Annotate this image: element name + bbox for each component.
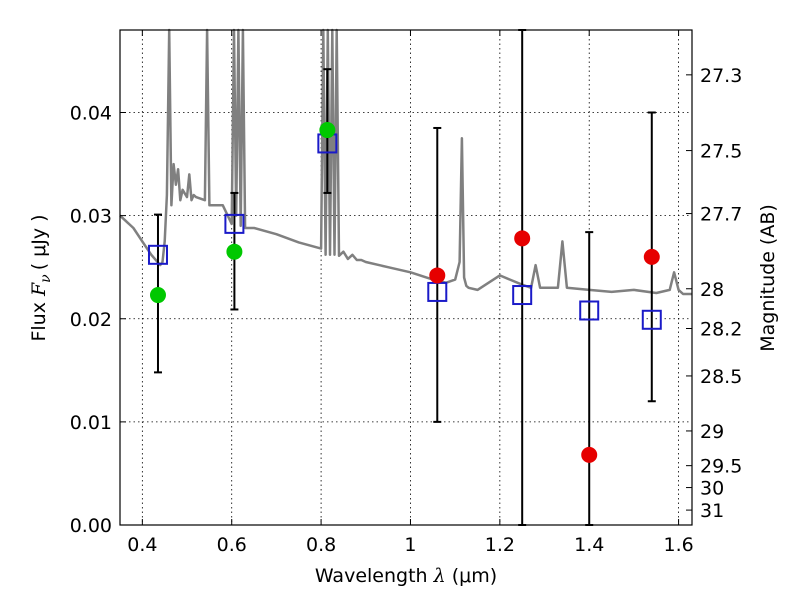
markers-layer: [147, 122, 662, 463]
model-flux-square: [579, 300, 600, 321]
mag-tick-label: 27.3: [700, 65, 742, 87]
x-axis-label: Wavelength λ (μm): [315, 565, 497, 587]
model-flux-square: [224, 213, 245, 234]
y-axis-label-symbol: F: [28, 282, 50, 297]
x-tick-label: 1: [404, 534, 416, 556]
error-bars-layer: [153, 29, 656, 526]
mag-tick-label: 28.2: [700, 318, 742, 340]
plot-frame: [119, 29, 693, 526]
x-axis-label-text: Wavelength: [315, 565, 428, 587]
template-spectrum-line: [119, 28, 692, 296]
y-tick-label: 0.01: [70, 412, 112, 434]
x-axis-label-symbol: λ: [433, 565, 446, 587]
x-tick-label: 0.8: [306, 534, 336, 556]
model-flux-square: [641, 309, 662, 330]
y-axis-label: Flux Fν ( μJy ): [28, 214, 54, 341]
observed-flux-point: [149, 287, 166, 304]
x-tick-label: 1.6: [663, 534, 693, 556]
y-tick-label: 0.02: [70, 309, 112, 331]
mag-tick-label: 27.5: [700, 141, 742, 163]
observed-flux-point: [429, 267, 446, 284]
mag-tick-label: 30: [700, 478, 724, 500]
y-axis-label-text: Flux: [28, 302, 50, 342]
observed-flux-point: [319, 122, 336, 139]
y-tick-label: 0.03: [70, 206, 112, 228]
x-axis-label-unit: (μm): [452, 565, 497, 587]
x-tick-label: 0.6: [217, 534, 247, 556]
observed-flux-point: [514, 230, 531, 247]
y-axis-label-subscript: ν: [38, 274, 54, 283]
observed-flux-point: [226, 243, 243, 260]
x-tick-label: 0.4: [127, 534, 157, 556]
observed-flux-point: [581, 446, 598, 463]
model-flux-square: [147, 244, 168, 265]
mag-tick-label: 28.5: [700, 366, 742, 388]
grid-lines: [120, 30, 692, 526]
x-tick-label: 1.2: [485, 534, 515, 556]
y-tick-label: 0.00: [70, 515, 112, 537]
y-axis-label-unit: ( μJy ): [28, 214, 50, 270]
observed-flux-point: [643, 248, 660, 265]
mag-tick-label: 27.7: [700, 204, 742, 226]
y-tick-label: 0.04: [70, 103, 112, 125]
axis-ticks: 0.4 0.6 0.8 1 1.2 1.4 1.6 0.00 0.01 0.02 0.03 0.04 2…: [70, 30, 742, 556]
magnitude-axis-label: Magnitude (AB): [757, 204, 779, 352]
template-spectrum-layer: [119, 28, 692, 296]
model-flux-square: [512, 285, 533, 306]
mag-tick-label: 29.5: [700, 456, 742, 478]
mag-tick-label: 31: [700, 500, 724, 522]
mag-tick-label: 29: [700, 421, 724, 443]
x-tick-label: 1.4: [574, 534, 604, 556]
mag-tick-label: 28: [700, 279, 724, 301]
